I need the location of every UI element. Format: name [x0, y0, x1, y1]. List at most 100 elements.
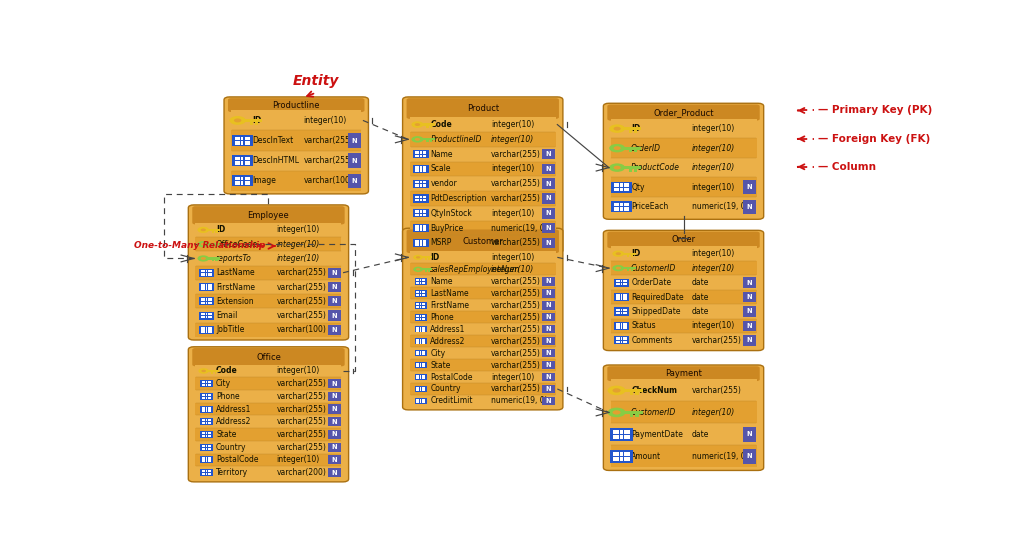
Bar — [201, 284, 212, 290]
Bar — [614, 278, 629, 287]
Text: Email: Email — [216, 311, 238, 320]
Text: ID: ID — [252, 116, 261, 125]
Text: varchar(255): varchar(255) — [490, 289, 541, 298]
Text: LastName: LastName — [430, 289, 469, 298]
Bar — [200, 405, 213, 412]
Bar — [208, 243, 220, 245]
FancyBboxPatch shape — [607, 366, 760, 381]
Bar — [199, 326, 214, 334]
Bar — [613, 434, 630, 435]
Bar — [419, 225, 420, 231]
Bar — [328, 296, 341, 306]
Bar — [410, 299, 556, 311]
Bar — [630, 414, 633, 417]
Bar — [207, 299, 208, 304]
Text: varchar(255): varchar(255) — [692, 386, 741, 395]
FancyBboxPatch shape — [228, 98, 365, 112]
FancyBboxPatch shape — [188, 205, 348, 340]
Bar — [410, 117, 556, 132]
Text: N: N — [332, 431, 337, 437]
Bar — [410, 311, 556, 323]
Bar — [422, 268, 432, 270]
Bar — [422, 225, 423, 231]
Text: integer(10): integer(10) — [490, 209, 535, 218]
Bar — [413, 209, 429, 217]
Bar — [422, 151, 423, 157]
Bar — [616, 338, 627, 343]
Bar — [616, 340, 627, 341]
Text: integer(10): integer(10) — [490, 265, 535, 274]
Bar — [623, 203, 624, 211]
Bar — [631, 269, 633, 271]
Text: N: N — [546, 181, 551, 186]
Text: N: N — [546, 350, 551, 356]
Text: varchar(200): varchar(200) — [276, 468, 327, 477]
Circle shape — [609, 163, 625, 172]
Text: N: N — [546, 278, 551, 284]
Bar — [416, 166, 426, 172]
Bar — [610, 177, 757, 197]
Text: N: N — [746, 309, 753, 315]
Bar — [611, 201, 632, 212]
Bar — [543, 289, 555, 298]
Text: varchar(255): varchar(255) — [276, 405, 327, 414]
Bar — [196, 428, 341, 441]
Bar — [214, 372, 216, 373]
Bar — [629, 149, 632, 152]
Text: City: City — [430, 349, 445, 358]
Bar — [425, 270, 427, 272]
Bar — [614, 206, 629, 207]
Text: N: N — [546, 166, 551, 172]
Text: numeric(19, 0): numeric(19, 0) — [692, 452, 749, 461]
Bar — [618, 430, 621, 439]
Text: varchar(255): varchar(255) — [490, 313, 541, 322]
Bar — [410, 323, 556, 335]
Bar — [422, 138, 435, 140]
Bar — [328, 392, 341, 401]
Bar — [410, 162, 556, 177]
Bar — [620, 338, 621, 343]
Bar — [610, 450, 633, 463]
Bar — [415, 338, 427, 344]
Bar — [348, 174, 360, 188]
Text: N: N — [746, 323, 753, 329]
Bar — [415, 326, 427, 333]
Text: integer(10): integer(10) — [490, 253, 535, 262]
Text: CheckNum: CheckNum — [631, 386, 677, 395]
Text: BuyPrice: BuyPrice — [430, 223, 464, 233]
Bar — [543, 301, 555, 310]
Text: OrderID: OrderID — [631, 144, 662, 153]
Bar — [620, 279, 621, 285]
Text: Name: Name — [430, 150, 453, 158]
FancyBboxPatch shape — [603, 230, 764, 350]
Text: PostalCode: PostalCode — [430, 372, 473, 382]
Bar — [231, 175, 253, 186]
FancyBboxPatch shape — [407, 229, 559, 253]
Bar — [212, 259, 214, 261]
Text: Address1: Address1 — [216, 405, 252, 414]
Circle shape — [607, 408, 626, 417]
Text: N: N — [332, 327, 337, 333]
Bar — [201, 313, 212, 318]
Bar — [611, 182, 632, 192]
Bar — [425, 258, 427, 260]
Bar — [419, 166, 420, 172]
Text: DescInHTML: DescInHTML — [252, 156, 299, 165]
Text: MSRP: MSRP — [430, 238, 452, 248]
Bar — [205, 313, 206, 318]
Bar — [413, 224, 429, 232]
Bar — [610, 304, 757, 318]
Circle shape — [229, 116, 246, 125]
Bar — [614, 186, 629, 188]
Text: PaymentDate: PaymentDate — [631, 430, 683, 439]
Bar — [635, 414, 639, 417]
Bar — [201, 315, 212, 316]
Bar — [743, 200, 756, 213]
Bar — [610, 379, 757, 401]
Circle shape — [416, 256, 420, 258]
Bar — [543, 313, 555, 322]
Text: N: N — [351, 138, 357, 144]
Text: date: date — [692, 430, 709, 439]
Text: Address2: Address2 — [430, 337, 466, 345]
FancyBboxPatch shape — [193, 206, 345, 224]
